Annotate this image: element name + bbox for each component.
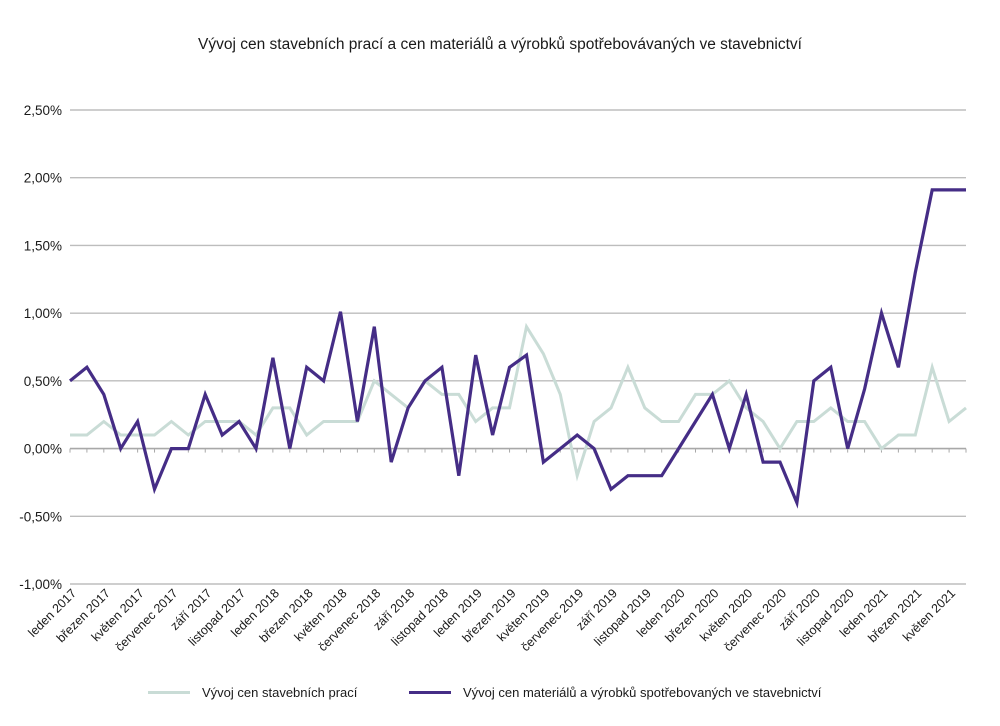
legend-label-construction-works: Vývoj cen stavebních prací	[202, 685, 358, 700]
series-line-construction-works	[70, 322, 967, 482]
series-lines	[68, 188, 967, 509]
legend-label-materials: Vývoj cen materiálů a výrobků spotřebova…	[463, 685, 822, 700]
legend-swatch-materials	[409, 691, 451, 694]
y-tick-label: 1,50%	[24, 238, 62, 253]
y-tick-label: 2,50%	[24, 103, 62, 118]
series-line-materials	[68, 188, 966, 509]
y-tick-label: 2,00%	[24, 171, 62, 186]
y-tick-label: 1,00%	[24, 306, 62, 321]
legend: Vývoj cen stavebních prací Vývoj cen mat…	[0, 685, 1000, 705]
legend-item-materials: Vývoj cen materiálů a výrobků spotřebova…	[409, 685, 821, 700]
chart-title: Vývoj cen stavebních prací a cen materiá…	[198, 36, 802, 53]
gridlines	[69, 109, 967, 585]
y-tick-label: 0,00%	[24, 442, 62, 457]
legend-swatch-construction-works	[148, 691, 190, 694]
y-tick-label: -1,00%	[19, 577, 62, 592]
line-chart: 2,50% 2,00% 1,50% 1,00% 0,50% 0,00% -0,50% -1,0…	[19, 103, 967, 654]
y-tick-label: -0,50%	[19, 509, 62, 524]
y-tick-label: 0,50%	[24, 374, 62, 389]
y-axis-tick-labels: 2,50% 2,00% 1,50% 1,00% 0,50% 0,00% -0,50% -1,0…	[19, 103, 62, 592]
legend-item-construction-works: Vývoj cen stavebních prací	[148, 685, 357, 700]
